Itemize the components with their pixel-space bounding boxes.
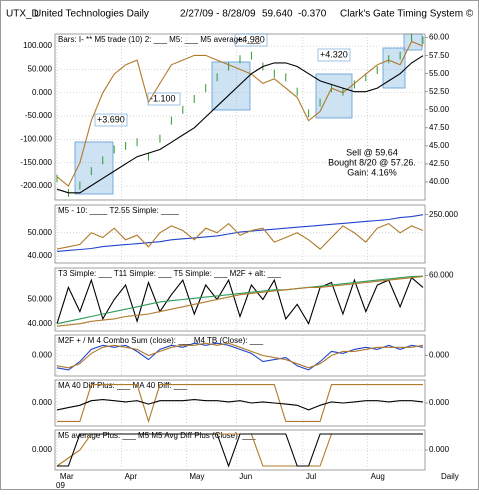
legend-text: T3 Simple: ___ T11 Simple: ___ T5 Simple… [58,269,282,278]
series-line [56,342,424,371]
y2-tick-label: 250.000 [429,210,458,219]
date-range: 2/27/09 - 8/28/09 [180,9,256,20]
trade-annotation: +3.690 [97,114,125,124]
y-tick-label: 0.000 [32,351,53,360]
y-tick-label: -200.000 [20,181,52,190]
y-tick-label: 0.000 [32,398,53,407]
price-change: -0.370 [298,9,327,20]
x-tick-label: Aug [371,472,385,481]
security-name: United Technologies Daily [34,9,149,20]
symbol: UTX_D [6,9,39,20]
y2-tick-label: 50.00 [429,105,450,114]
legend-text: MA 40 Diff Plus: ___ MA 40 Diff: ___ [58,381,188,390]
system-name: Clark's Gate Timing System © [340,9,474,20]
y2-tick-label: 45.00 [429,141,450,150]
trade-annotation: +4.980 [237,34,265,44]
annotation-box [147,92,181,106]
series-line [56,342,424,369]
series-line [56,275,424,327]
trade-annotation: -1.100 [150,93,176,103]
last-price: 59.640 [262,9,293,20]
y2-tick-label: 0.000 [429,351,450,360]
y-tick-label: -150.000 [20,158,52,167]
legend-text: M2F + / M 4 Combo Sum (close): ___ M4 TB… [58,336,264,345]
y-tick-label: 100.000 [23,41,52,50]
trade-box [211,61,251,111]
y-tick-label: 0.000 [32,445,53,454]
trade-box [74,141,114,195]
legend-text: M5 average Plus: ___ M5 M5 Avg Diff Plus… [58,431,256,440]
y2-tick-label: 40.00 [429,177,450,186]
series-line [56,276,424,326]
x-tick-label: May [189,472,204,481]
trade-annotation: +4.320 [320,49,348,59]
y2-tick-label: 47.50 [429,123,450,132]
x-tick-label: Apr [125,472,138,481]
annotation-box [234,33,268,47]
y2-tick-label: 42.50 [429,159,450,168]
trade-note: Gain: 4.16% [347,167,397,177]
series-line [57,433,423,468]
series-line [56,214,424,252]
x-tick-label: Mar [60,472,74,481]
x-tick-label: Jul [306,472,316,481]
y-tick-label: 50.000 [28,228,53,237]
y-tick-label: 50.000 [28,65,53,74]
x-period-label: Daily [441,472,459,481]
annotation-box [317,48,351,62]
panel [54,204,426,264]
x-year-label: 09 [56,481,65,490]
annotation-box [94,113,128,127]
trade-box [315,73,353,119]
y-tick-label: 40.000 [28,251,53,260]
y-tick-label: 40.000 [28,319,53,328]
y-tick-label: -100.000 [20,134,52,143]
series-line [56,275,424,325]
plot-layer: 100.000 50.000 0.000 -50.000 -100.000 -150.00… [20,33,458,490]
trade-note: Bought 8/20 @ 57.26. [328,157,416,167]
y2-tick-label: 52.50 [429,87,450,96]
series-line [56,55,424,194]
x-tick-label: Jun [239,472,252,481]
y-tick-label: 50.000 [28,295,53,304]
series-line [56,399,424,411]
trade-note: Sell @ 59.64 [346,147,398,157]
series-line [57,384,423,424]
legend-text: Bars: I- ** M5 trade (10) 2: ___ M5: ___… [58,35,261,44]
y2-tick-label: 57.50 [429,51,450,60]
series-line [56,222,424,250]
series-line [56,40,424,187]
y-tick-label: -50.000 [25,111,53,120]
y2-tick-label: 0.000 [429,398,450,407]
y2-tick-label: 0.000 [429,445,450,454]
y2-tick-label: 55.00 [429,69,450,78]
legend-text: M5 - 10: ____ T2.55 Simple: ____ [58,206,179,215]
y2-tick-label: 60.000 [429,270,454,279]
y2-tick-label: 60.00 [429,33,450,42]
y-tick-label: 0.000 [32,88,53,97]
